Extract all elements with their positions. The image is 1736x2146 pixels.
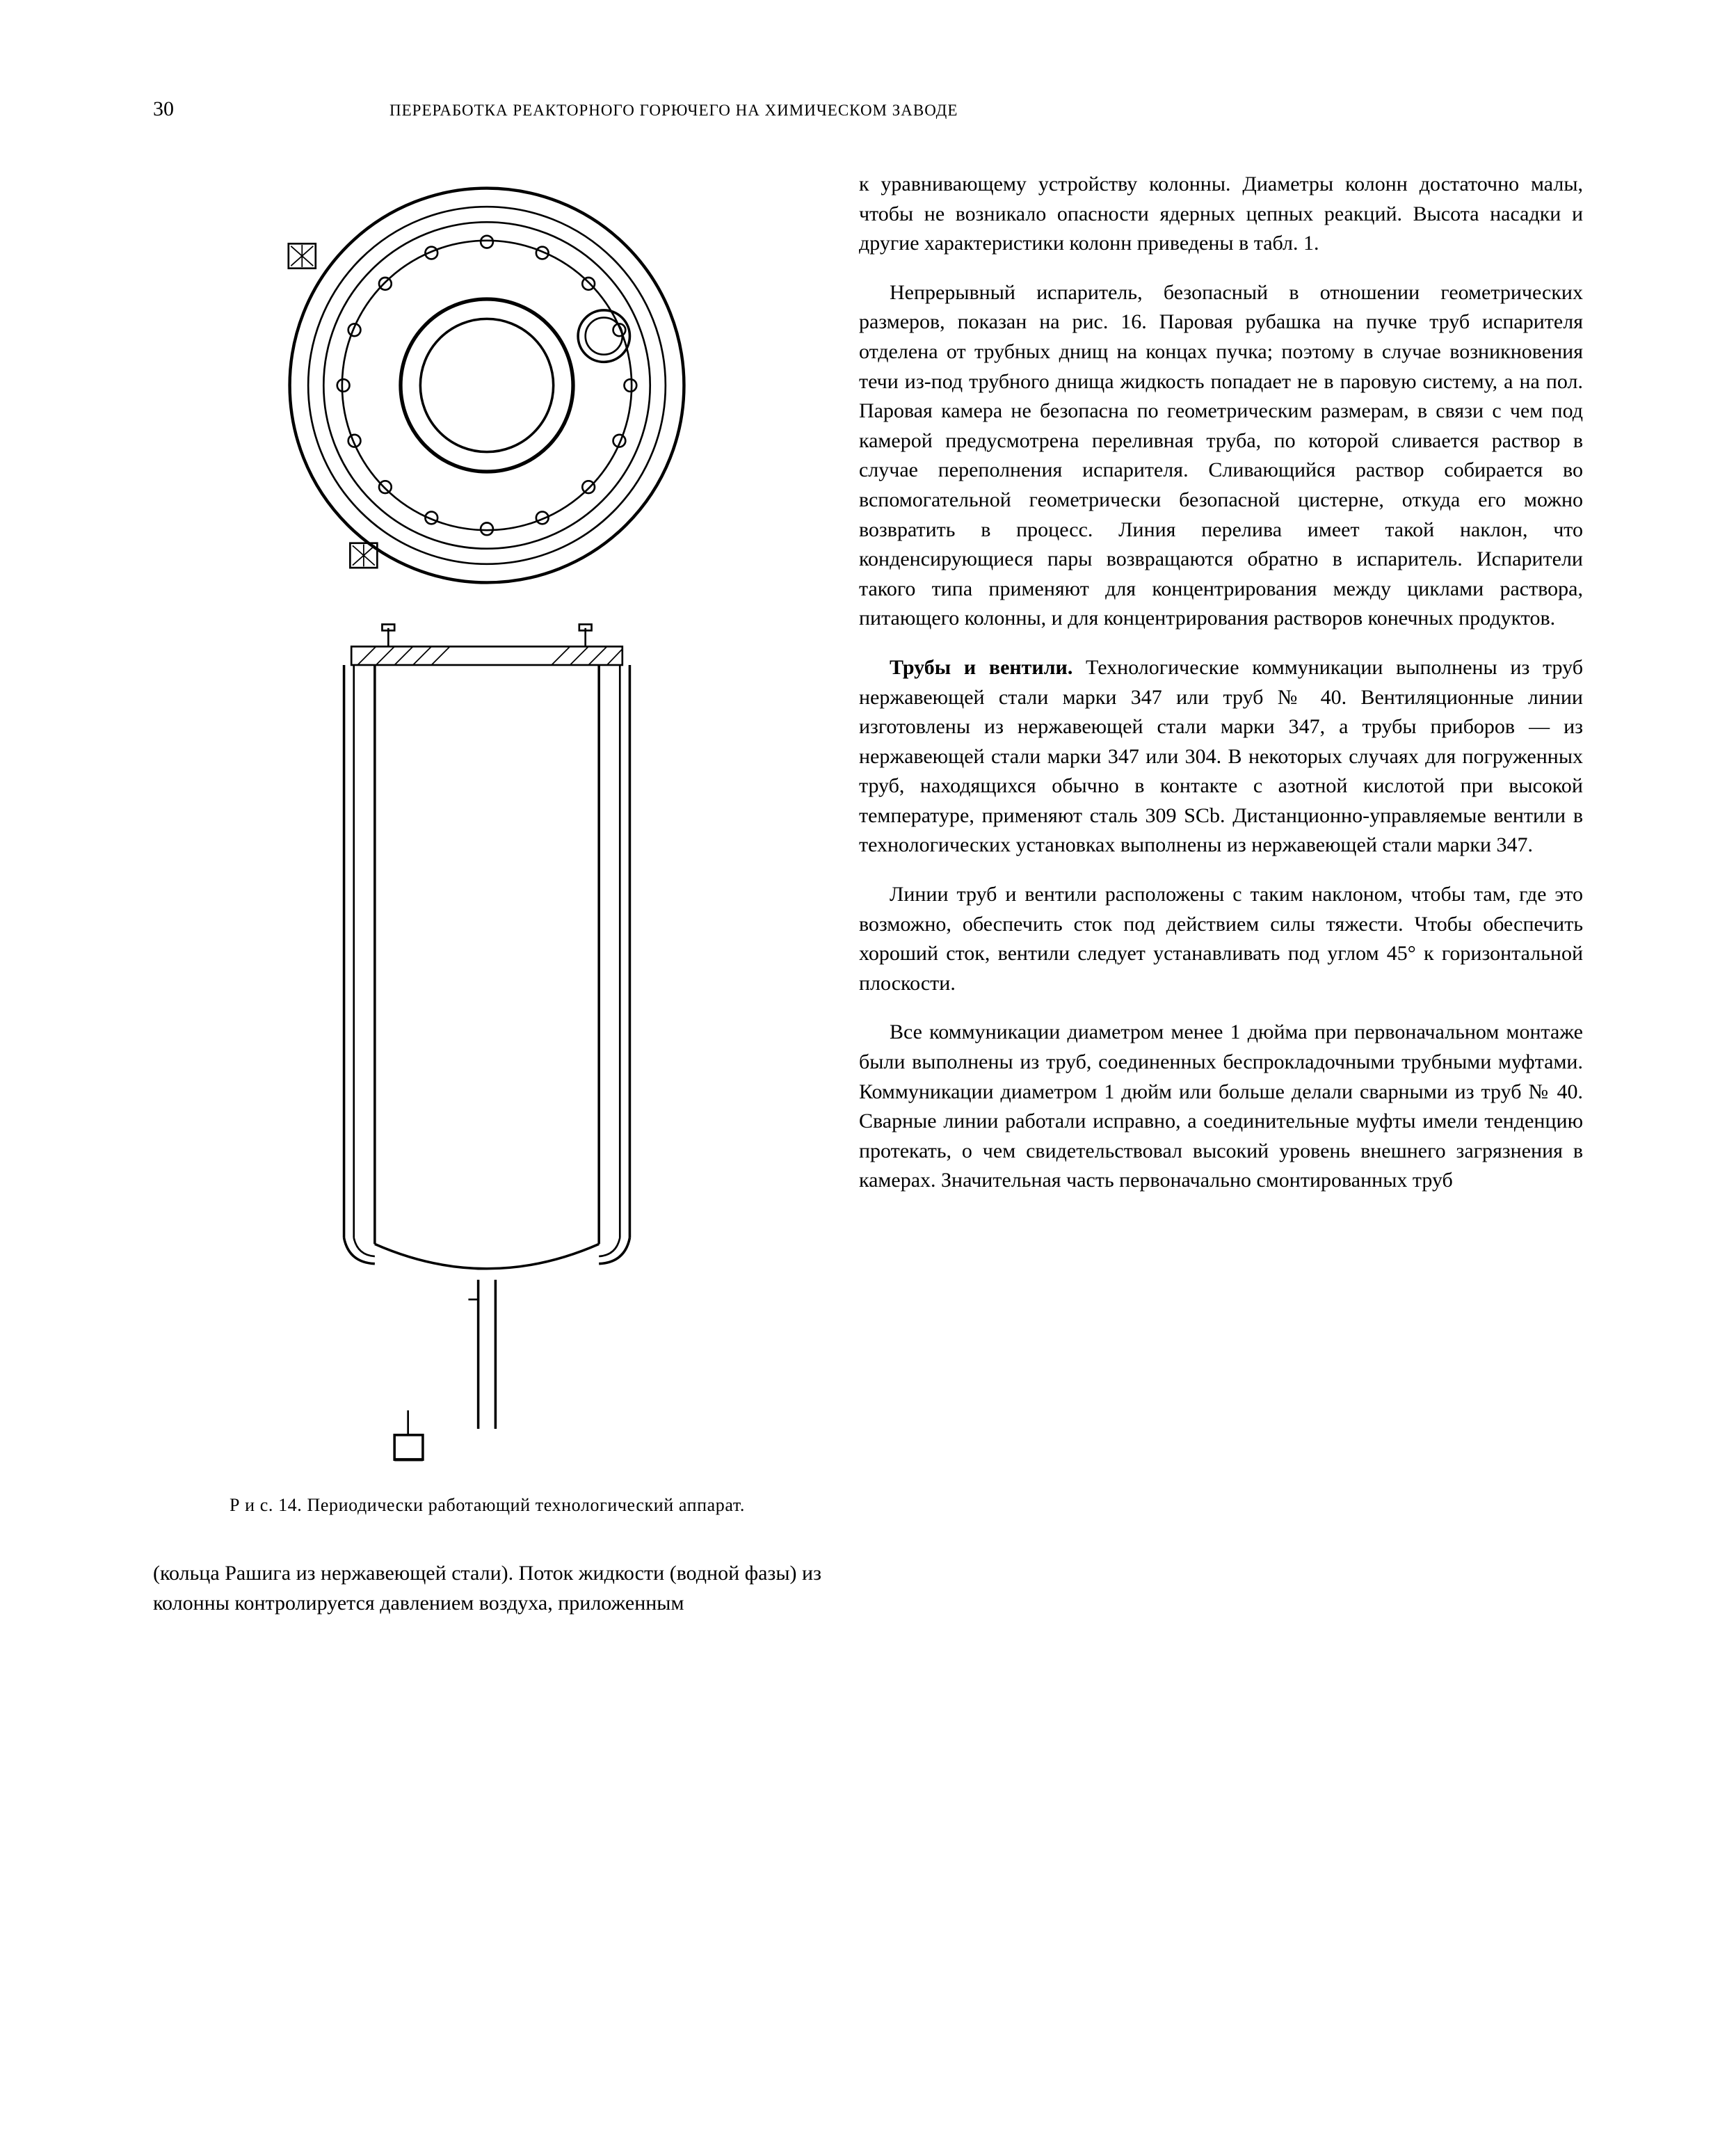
right-col-paragraph-3-text: Технологические коммуникации выполнены и… [859,656,1583,857]
page-header: 30 ПЕРЕРАБОТКА РЕАКТОРНОГО ГОРЮЧЕГО НА Х… [153,97,1583,121]
figure-14-top-svg [271,170,702,601]
left-col-paragraph-1: (кольца Рашига из нержавеющей стали). По… [153,1559,821,1618]
section-heading-pipes: Трубы и вентили. [890,656,1086,679]
right-col-paragraph-3: Трубы и вентили. Технологические коммуни… [859,653,1583,860]
figure-caption-text: Периодически работающий технологический … [307,1495,745,1515]
right-col-paragraph-2: Непрерывный испаритель, безопасный в отн… [859,278,1583,634]
right-col-paragraph-5: Все коммуникации диаметром менее 1 дюйма… [859,1018,1583,1196]
figure-14-side-view [153,622,821,1472]
page-number: 30 [153,97,174,121]
figure-14-caption: Р и с. 14. Периодически работающий техно… [230,1493,745,1517]
running-header: ПЕРЕРАБОТКА РЕАКТОРНОГО ГОРЮЧЕГО НА ХИМИ… [389,102,958,120]
left-column: Р и с. 14. Периодически работающий техно… [153,170,821,1637]
right-column: к уравнивающему устройству колонны. Диам… [859,170,1583,1637]
figure-14-top-view [153,170,821,601]
figure-14-side-svg [271,622,702,1472]
figure-caption-label: Р и с. 14. [230,1495,302,1515]
right-col-paragraph-1: к уравнивающему устройству колонны. Диам… [859,170,1583,259]
right-col-paragraph-4: Линии труб и вентили расположены с таким… [859,880,1583,998]
content-area: Р и с. 14. Периодически работающий техно… [153,170,1583,1637]
